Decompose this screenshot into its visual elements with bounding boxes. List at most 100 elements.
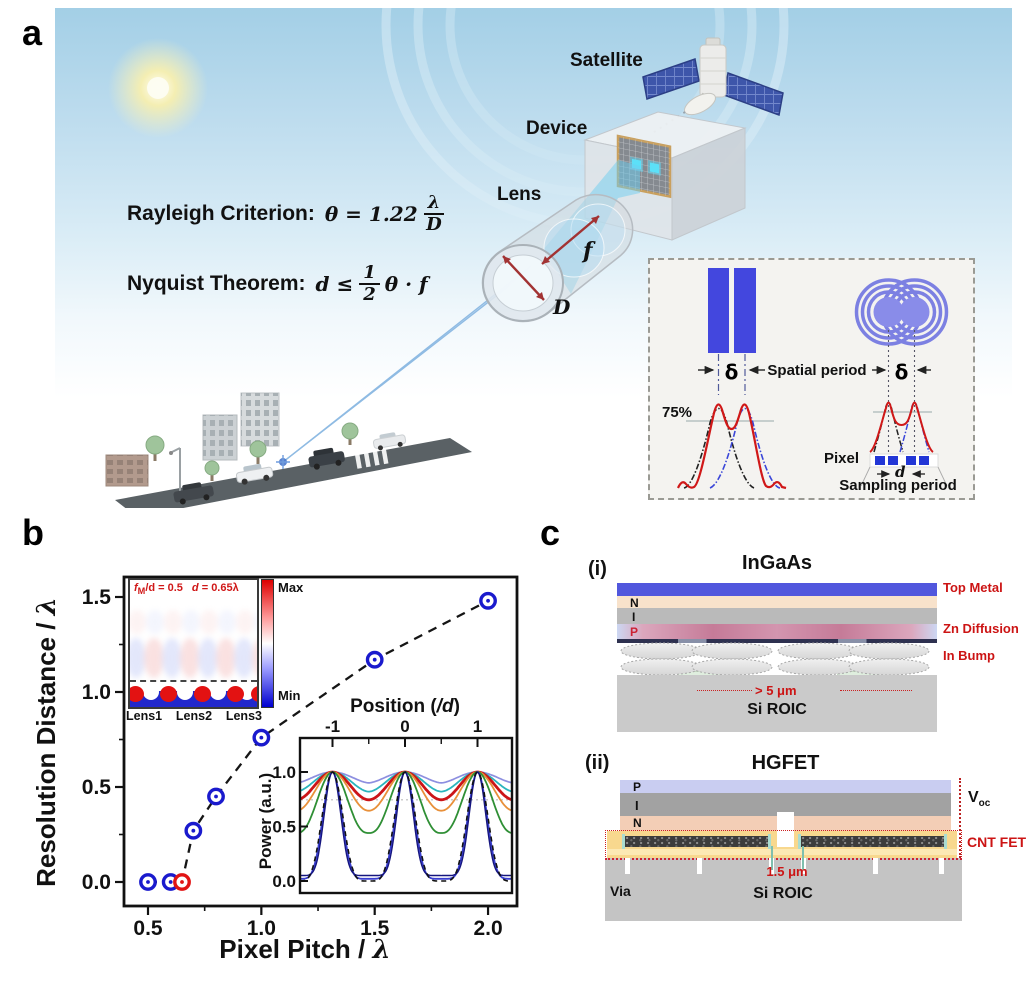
data-point-center — [372, 657, 377, 662]
road — [115, 438, 472, 508]
y-axis-title-text: Resolution Distance / — [31, 615, 61, 887]
aperture-label: D — [552, 295, 571, 319]
y-tick-label: 0.5 — [82, 776, 112, 799]
voc-bracket — [959, 778, 961, 858]
field-plume — [180, 638, 200, 678]
contact-mark — [798, 834, 801, 849]
nyquist-numerator: 1 — [359, 264, 380, 285]
building-brown — [105, 454, 149, 487]
lens-labels-row: Lens1 Lens2 Lens3 — [126, 709, 262, 723]
gap-note: 1.5 μm — [766, 864, 808, 879]
ci-tag: (i) — [588, 558, 607, 580]
rayleigh-label: Rayleigh Criterion: — [127, 202, 315, 225]
power-x-tick-label: 1 — [473, 717, 482, 736]
p-layer — [620, 780, 951, 793]
in-bump-label: In Bump — [943, 648, 995, 663]
power-curves — [301, 770, 511, 882]
rayleigh-numerator: λ — [423, 194, 445, 215]
y-tick-label: 1.0 — [82, 681, 111, 704]
x-axis-title-text: Pixel Pitch / — [219, 934, 373, 964]
lens2-label: Lens2 — [175, 709, 213, 723]
focal-length-label: f — [581, 238, 596, 264]
field-plume — [144, 638, 164, 678]
delta-right: δ — [895, 360, 909, 384]
field-plume-faint — [130, 610, 146, 634]
sun-icon — [108, 38, 208, 138]
sampling-guides — [860, 466, 948, 487]
field-plume-faint — [218, 610, 236, 634]
pixel-label: Pixel — [824, 450, 860, 467]
slit-guides — [717, 354, 746, 395]
pixel-pitch-label: d — [895, 463, 906, 481]
x-tick-label: 2.0 — [473, 917, 502, 940]
contact-mark — [768, 834, 771, 849]
rayleigh-body: θ = 1.22 — [324, 202, 418, 226]
ci-n-label: N — [630, 596, 639, 610]
band-scallop — [177, 684, 193, 700]
data-point-center — [146, 880, 150, 884]
plot-frame — [122, 575, 519, 908]
left-response-curves — [676, 403, 787, 490]
resolution-inset: δ δ — [648, 258, 975, 500]
voc-main: V — [968, 789, 979, 806]
rayleigh-fraction: λ D — [423, 194, 445, 235]
city-scene — [105, 392, 472, 508]
top-metal-label: Top Metal — [943, 580, 1003, 595]
data-point-center — [259, 735, 264, 740]
cii-i-label: I — [635, 798, 639, 813]
gap-guide — [802, 846, 804, 870]
x-axis-title-lambda: λ — [372, 935, 391, 965]
field-plume — [252, 638, 257, 678]
ray-focus-point — [276, 455, 290, 469]
y-axis-title: Resolution Distance / λ — [31, 542, 62, 942]
airy-guides — [887, 330, 916, 454]
field-plume-faint — [164, 610, 182, 634]
field-simulation-inset: fM/d = 0.5 d = 0.65λ — [128, 578, 259, 709]
data-point-center — [191, 828, 196, 833]
field-plume — [216, 638, 236, 678]
gap-guide — [771, 846, 773, 870]
via-plug — [625, 858, 630, 874]
cii-p-label: P — [633, 780, 642, 794]
power-y-tick-label: 1.0 — [272, 763, 296, 782]
panel-b-letter: b — [22, 512, 44, 553]
cnt-film-left — [625, 836, 771, 847]
cii-substrate-label: Si ROIC — [753, 885, 813, 902]
focal-spot — [130, 686, 144, 702]
indium-bumps — [620, 642, 930, 675]
ann-sub: M — [137, 586, 146, 597]
power-title-italic: /d — [436, 696, 454, 717]
street-light — [169, 447, 181, 492]
field-plume — [234, 638, 254, 678]
focal-length-arrow — [541, 215, 600, 265]
building-gray-2 — [240, 392, 280, 447]
crosswalk — [355, 449, 389, 469]
satellite-icon — [642, 37, 784, 117]
ci-substrate-label: Si ROIC — [747, 701, 807, 718]
cnt-fet-label: CNT FET — [967, 834, 1027, 850]
y-axis-title-lambda: λ — [32, 597, 62, 616]
y-tick-label: 0.0 — [82, 871, 111, 894]
focal-spot — [160, 686, 177, 702]
cnt-film-right — [801, 836, 947, 847]
panel-a-illustration: f D — [105, 8, 789, 508]
contact-mark — [944, 834, 947, 849]
field-plume — [162, 638, 182, 678]
y-tick-label: 1.5 — [82, 586, 112, 609]
nyquist-fraction: 1 2 — [359, 264, 380, 304]
field-plume-faint — [182, 610, 200, 634]
power-y-tick-label: 0.0 — [272, 872, 296, 891]
colorbar — [261, 579, 274, 708]
hgfet-cross-section: (ii) HGFET 1.5 μm P I N Via Si ROIC — [585, 748, 1034, 933]
data-point-center — [180, 880, 184, 884]
nyquist-body: d ≤ — [315, 272, 354, 296]
car-dark — [173, 482, 214, 505]
double-slit — [708, 268, 756, 353]
rayleigh-denominator: D — [426, 214, 442, 235]
power-inset-ylabel: Power (a.u.) — [256, 772, 275, 870]
via-plug — [939, 858, 944, 874]
x-tick-label: 1.0 — [247, 917, 276, 940]
power-inset-title: Position (/d) — [325, 696, 485, 718]
power-y-tick-label: 0.5 — [272, 818, 296, 837]
